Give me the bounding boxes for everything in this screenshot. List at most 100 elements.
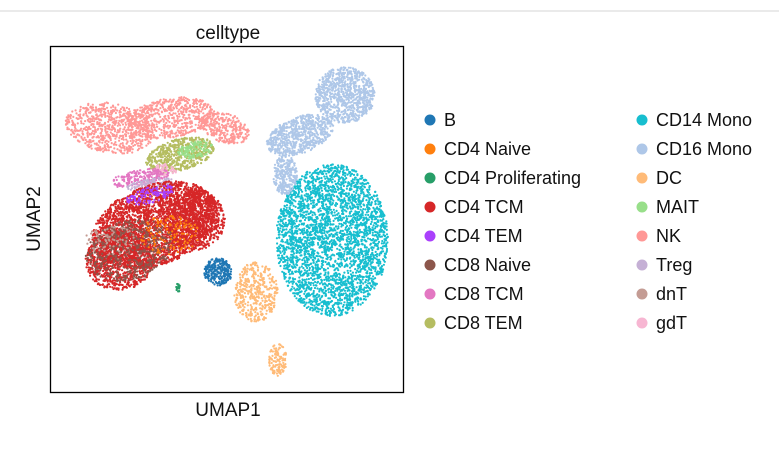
point [199,106,202,109]
point [82,133,85,136]
point [118,144,121,147]
point [97,122,100,125]
point [122,214,125,217]
point [221,140,224,143]
point [158,127,161,130]
point [174,189,177,192]
point [110,128,113,131]
point [116,124,119,127]
point [237,120,240,123]
point [103,122,107,125]
point [196,108,199,111]
point [87,140,90,143]
point [213,129,216,132]
point [150,134,153,137]
point [139,144,142,147]
point [160,159,163,162]
point [229,125,233,128]
point [170,130,173,133]
point [233,115,236,118]
point [114,205,117,208]
point [184,108,187,111]
point [140,106,144,109]
point [146,109,149,112]
point [180,98,183,101]
point [151,205,154,208]
point [105,149,108,152]
point [149,170,152,174]
point [207,112,210,116]
point [199,149,202,153]
point [105,106,109,109]
point [179,252,182,255]
point [208,123,211,126]
point [125,131,128,134]
point [215,133,218,136]
point [135,120,138,123]
point [134,208,137,212]
point [145,115,148,118]
point [201,126,204,129]
point [167,127,170,130]
point [210,143,213,146]
point [76,117,79,121]
point [173,169,176,172]
point [84,128,87,131]
point [210,122,213,125]
point [193,142,197,145]
point [212,121,215,124]
point [131,128,134,131]
point [90,123,93,127]
point [136,185,139,188]
point [104,114,107,117]
point [148,211,151,214]
point [155,173,159,176]
point [179,187,182,191]
point [220,123,224,126]
point [201,121,204,124]
point [159,115,162,118]
point [110,203,113,206]
point [133,131,136,134]
point [139,175,142,178]
point [205,106,208,109]
point [176,159,179,162]
point [110,106,113,109]
point [194,151,197,155]
point [137,127,140,130]
point [127,175,130,179]
point [118,111,121,114]
point [239,125,242,128]
point [218,118,221,121]
point [145,122,148,125]
point [210,128,213,131]
point [86,134,89,137]
point [171,116,174,120]
point [164,114,167,118]
point [143,171,146,175]
point [142,205,145,208]
point [134,172,138,175]
point [174,112,177,115]
point [153,128,157,131]
point [163,100,166,103]
point [107,112,110,115]
point [183,96,186,99]
point [201,137,204,141]
point [107,149,110,152]
point [89,105,92,108]
point [205,156,208,160]
point [160,131,163,134]
point [165,200,168,203]
point [198,104,201,107]
point [185,182,188,185]
point [138,130,141,134]
point [157,108,160,112]
point [160,215,163,218]
point [183,161,186,165]
point [92,125,95,128]
point [128,149,131,152]
point [215,128,218,131]
point [104,134,107,137]
point [67,128,71,131]
